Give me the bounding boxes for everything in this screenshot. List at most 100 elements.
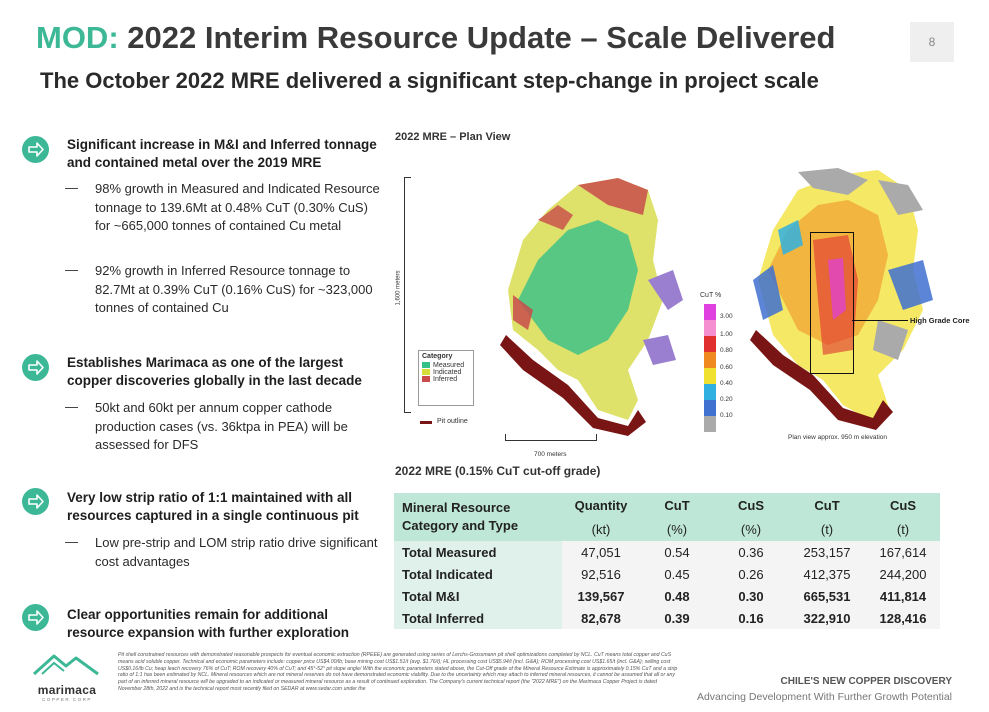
page-number: 8	[910, 22, 954, 62]
column-header: CuT	[788, 493, 866, 517]
table-cell: 412,375	[788, 563, 866, 585]
row-label: Total Indicated	[394, 563, 562, 585]
row-label: Total Inferred	[394, 607, 562, 629]
table-cell: 0.30	[714, 585, 788, 607]
table-cell: 0.48	[640, 585, 714, 607]
dash-marker: —	[65, 399, 78, 414]
cut-tick: 0.60	[720, 364, 733, 371]
cut-tick: 0.20	[720, 396, 733, 403]
table-row: Total Measured 47,051 0.54 0.36 253,157 …	[394, 541, 940, 563]
category-legend-title: Category	[422, 353, 453, 360]
high-grade-pointer	[852, 320, 908, 321]
vertical-scale-bar	[404, 177, 411, 413]
table-cell: 82,678	[562, 607, 640, 629]
legend-item: Measured	[422, 362, 470, 369]
table-cell: 139,567	[562, 585, 640, 607]
title-text: 2022 Interim Resource Update – Scale Del…	[118, 20, 836, 55]
table-row: Total M&I 139,567 0.48 0.30 665,531 411,…	[394, 585, 940, 607]
cut-tick: 3.00	[720, 313, 733, 320]
arrow-right-icon	[22, 604, 49, 631]
column-header: CuS	[714, 493, 788, 517]
logo-subtext: COPPER CORP	[42, 697, 92, 702]
page-title: MOD: 2022 Interim Resource Update – Scal…	[36, 20, 835, 56]
column-unit: (t)	[866, 517, 940, 541]
cut-tick: 1.00	[720, 331, 733, 338]
bullet-heading: Very low strip ratio of 1:1 maintained w…	[67, 490, 359, 523]
legend-item: Indicated	[422, 369, 470, 376]
bullet-subpoint: Low pre-strip and LOM strip ratio drive …	[95, 535, 378, 569]
table-cell: 244,200	[866, 563, 940, 585]
category-header: Mineral Resource Category and Type	[394, 493, 562, 541]
cut-legend-title: CuT %	[700, 292, 722, 299]
bullet-subpoint: 98% growth in Measured and Indicated Res…	[95, 181, 380, 233]
table-cell: 128,416	[866, 607, 940, 629]
arrow-right-icon	[22, 354, 49, 381]
high-grade-core-box	[810, 232, 854, 374]
column-unit: (kt)	[562, 517, 640, 541]
table-header-row: Mineral Resource Category and Type Quant…	[394, 493, 940, 541]
footer-tagline-secondary: Advancing Development With Further Growt…	[696, 691, 952, 703]
table-title: 2022 MRE (0.15% CuT cut-off grade)	[395, 464, 601, 478]
page-subtitle: The October 2022 MRE delivered a signifi…	[40, 68, 819, 93]
arrow-right-icon	[22, 136, 49, 163]
cut-tick: 0.40	[720, 380, 733, 387]
dash-marker: —	[65, 262, 78, 277]
column-unit: (t)	[788, 517, 866, 541]
column-header: Quantity	[562, 493, 640, 517]
table-cell: 0.16	[714, 607, 788, 629]
row-label: Total Measured	[394, 541, 562, 563]
pit-outline-label: Pit outline	[437, 418, 468, 425]
cut-tick: 0.80	[720, 347, 733, 354]
bullet-heading: Significant increase in M&I and Inferred…	[67, 137, 377, 170]
plan-view-note: Plan view approx. 950 m elevation	[788, 434, 888, 441]
table-cell: 0.45	[640, 563, 714, 585]
cut-tick: 0.10	[720, 412, 733, 419]
mountain-logo-icon	[32, 654, 99, 676]
table-cell: 0.54	[640, 541, 714, 563]
column-unit: (%)	[714, 517, 788, 541]
column-header: CuS	[866, 493, 940, 517]
table-cell: 322,910	[788, 607, 866, 629]
arrow-right-icon	[22, 488, 49, 515]
bullet-heading: Clear opportunities remain for additiona…	[67, 607, 350, 640]
column-header: CuT	[640, 493, 714, 517]
high-grade-label: High Grade Core	[910, 316, 970, 325]
logo-wordmark: marimaca	[37, 683, 97, 697]
bullet-subpoint: 92% growth in Inferred Resource tonnage …	[95, 263, 373, 315]
dash-marker: —	[65, 534, 78, 549]
inferred-swatch	[422, 376, 430, 383]
pit-outline-swatch	[420, 421, 432, 424]
bullet-heading: Establishes Marimaca as one of the large…	[67, 355, 362, 388]
table-cell: 92,516	[562, 563, 640, 585]
measured-swatch	[422, 362, 430, 369]
table-cell: 0.36	[714, 541, 788, 563]
table-cell: 47,051	[562, 541, 640, 563]
table-unit-row: (kt) (%) (%) (t) (t)	[394, 517, 940, 541]
footer-tagline-primary: CHILE'S NEW COPPER DISCOVERY	[780, 676, 952, 687]
row-label: Total M&I	[394, 585, 562, 607]
category-plan-map	[478, 160, 690, 450]
table-row: Total Inferred 82,678 0.39 0.16 322,910 …	[394, 607, 940, 629]
resource-table: Mineral Resource Category and Type Quant…	[394, 493, 940, 629]
company-logo: marimaca COPPER CORP	[28, 648, 106, 706]
footnote: Pit shell constrained resources with dem…	[118, 652, 678, 692]
indicated-swatch	[422, 369, 430, 376]
map-title: 2022 MRE – Plan View	[395, 131, 511, 143]
vertical-scale-label: 1,600 meters	[395, 270, 402, 306]
category-legend: Category Measured Indicated Inferred	[418, 350, 474, 406]
column-unit: (%)	[640, 517, 714, 541]
table-row: Total Indicated 92,516 0.45 0.26 412,375…	[394, 563, 940, 585]
table-cell: 0.39	[640, 607, 714, 629]
grade-plan-map	[738, 160, 938, 450]
title-brand-prefix: MOD:	[36, 20, 119, 55]
horizontal-scale-bar	[505, 434, 597, 441]
dash-marker: —	[65, 180, 78, 195]
legend-item: Inferred	[422, 376, 470, 383]
table-cell: 665,531	[788, 585, 866, 607]
table-cell: 253,157	[788, 541, 866, 563]
table-cell: 411,814	[866, 585, 940, 607]
table-cell: 0.26	[714, 563, 788, 585]
table-cell: 167,614	[866, 541, 940, 563]
bullet-subpoint: 50kt and 60kt per annum copper cathode p…	[95, 400, 348, 452]
cut-color-scale	[704, 304, 716, 432]
